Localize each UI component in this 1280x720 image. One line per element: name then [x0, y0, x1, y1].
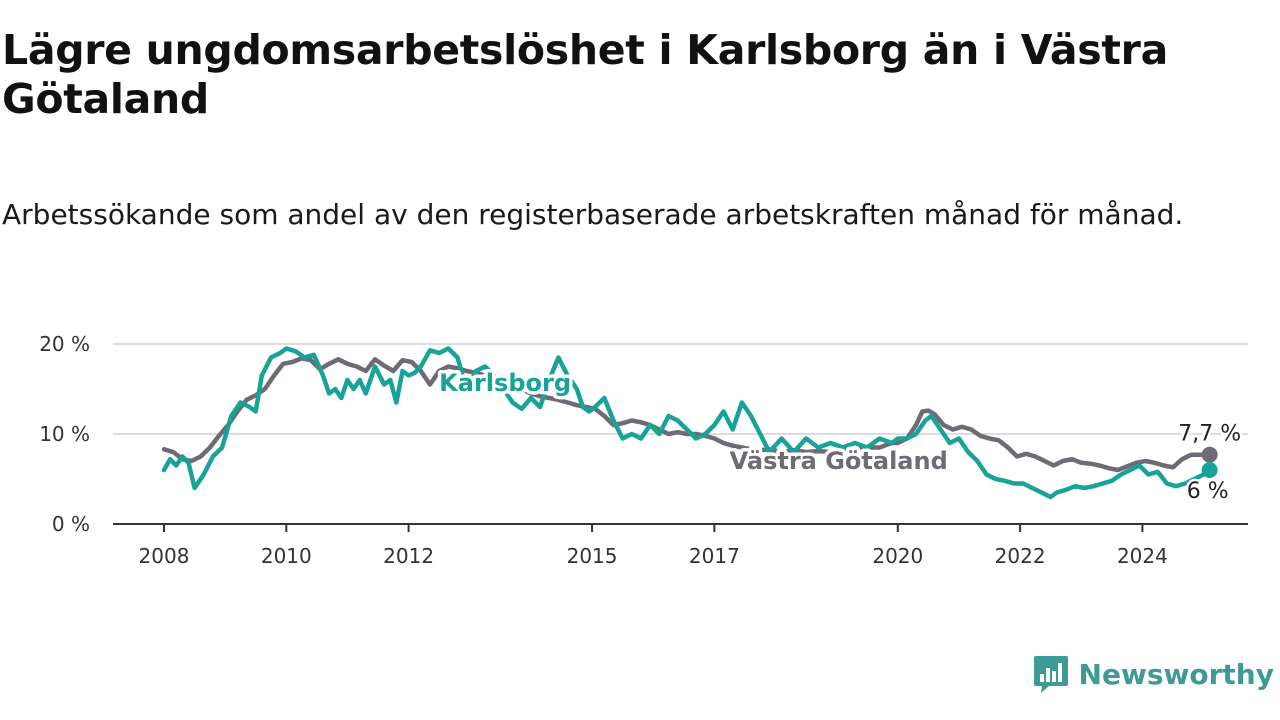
series-label: Karlsborg	[439, 369, 571, 397]
axis-layer: 0 % 10 % 20 % 2008 2010 2012 2015 2017 2020 2022 2…	[39, 332, 1248, 568]
x-tick-label: 2017	[689, 544, 740, 568]
end-value-label: 6 %	[1187, 479, 1229, 504]
x-tick-label: 2010	[261, 544, 312, 568]
line-chart: 0 % 10 % 20 % 2008 2010 2012 2015 2017 2020 2022 2…	[39, 332, 1248, 568]
brand-logo[interactable]: Newsworthy	[1033, 654, 1274, 694]
x-tick-label: 2008	[139, 544, 190, 568]
end-value-label: 7,7 %	[1178, 422, 1241, 447]
end-marker-v-stra-g-taland	[1201, 446, 1218, 463]
y-tick-label: 10 %	[39, 422, 90, 446]
newsworthy-logo-icon	[1033, 656, 1068, 693]
series-label: Västra Götaland	[730, 447, 948, 475]
x-tick-label: 2020	[872, 544, 923, 568]
chart-subtitle: Arbetssökande som andel av den registerb…	[2, 198, 1184, 231]
brand-name: Newsworthy	[1078, 657, 1274, 691]
series-layer	[161, 346, 1218, 500]
x-tick-label: 2015	[567, 544, 618, 568]
label-layer: 7,7 % 6 % Karlsborg Västra Götaland	[436, 365, 1244, 506]
chart-title: Lägre ungdomsarbetslöshet i Karlsborg än…	[2, 26, 1168, 123]
series-line-v-stra-g-taland	[161, 356, 1212, 473]
x-tick-label: 2012	[383, 544, 434, 568]
x-tick-label: 2022	[995, 544, 1046, 568]
x-tick-label: 2024	[1117, 544, 1168, 568]
series-line-karlsborg	[161, 346, 1212, 500]
y-tick-label: 20 %	[39, 332, 90, 356]
end-marker-karlsborg	[1201, 462, 1218, 478]
y-tick-label: 0 %	[52, 512, 90, 536]
